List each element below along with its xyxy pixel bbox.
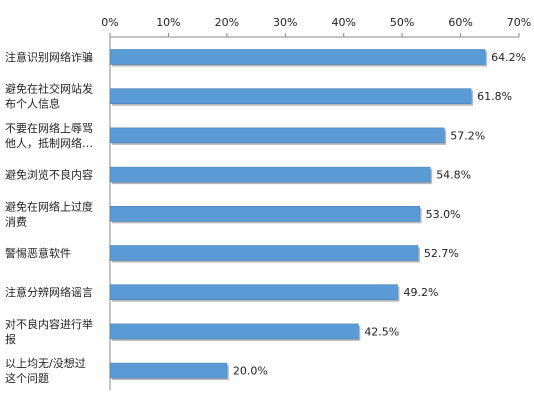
data-label: 53.0% — [426, 208, 461, 221]
x-tick-label: 60% — [448, 16, 472, 29]
bar — [109, 362, 228, 379]
x-tick-label: 40% — [331, 16, 355, 29]
category-label: 以上均无/没想过 — [5, 356, 86, 370]
x-tick-label: 30% — [273, 16, 297, 29]
x-tick-label: 50% — [390, 16, 414, 29]
category-label: 他人，抵制网络… — [5, 136, 93, 150]
x-tick-label: 20% — [215, 16, 239, 29]
data-label: 49.2% — [403, 286, 438, 299]
category-label: 避免在网络上过度 — [5, 199, 93, 213]
bar — [109, 166, 431, 183]
x-tick-label: 0% — [101, 16, 118, 29]
data-label: 61.8% — [477, 90, 512, 103]
x-tick-label: 70% — [507, 16, 531, 29]
data-label: 42.5% — [364, 325, 399, 338]
x-tick-label: 10% — [156, 16, 180, 29]
data-label: 54.8% — [436, 169, 471, 182]
category-label: 这个问题 — [5, 371, 49, 385]
category-label: 警惕恶意软件 — [5, 246, 71, 260]
bar — [109, 284, 398, 301]
category-label: 避免浏览不良内容 — [5, 168, 93, 182]
data-label: 57.2% — [450, 129, 485, 142]
category-label: 避免在社交网站发 — [5, 82, 93, 96]
bar — [109, 323, 359, 340]
bar — [109, 206, 420, 222]
category-label: 报 — [5, 332, 16, 346]
bar — [109, 88, 472, 104]
data-label: 52.7% — [424, 247, 459, 260]
category-label: 消费 — [5, 214, 27, 228]
category-label: 对不良内容进行举 — [5, 317, 93, 331]
category-label: 不要在网络上辱骂 — [5, 121, 93, 135]
data-label: 64.2% — [491, 51, 526, 64]
bar — [109, 49, 486, 65]
data-label: 20.0% — [233, 365, 268, 378]
bar — [109, 127, 445, 144]
category-label: 注意识别网络诈骗 — [5, 50, 93, 64]
category-label: 布个人信息 — [5, 97, 60, 111]
bar — [109, 245, 419, 261]
category-label: 注意分辨网络谣言 — [5, 285, 93, 299]
